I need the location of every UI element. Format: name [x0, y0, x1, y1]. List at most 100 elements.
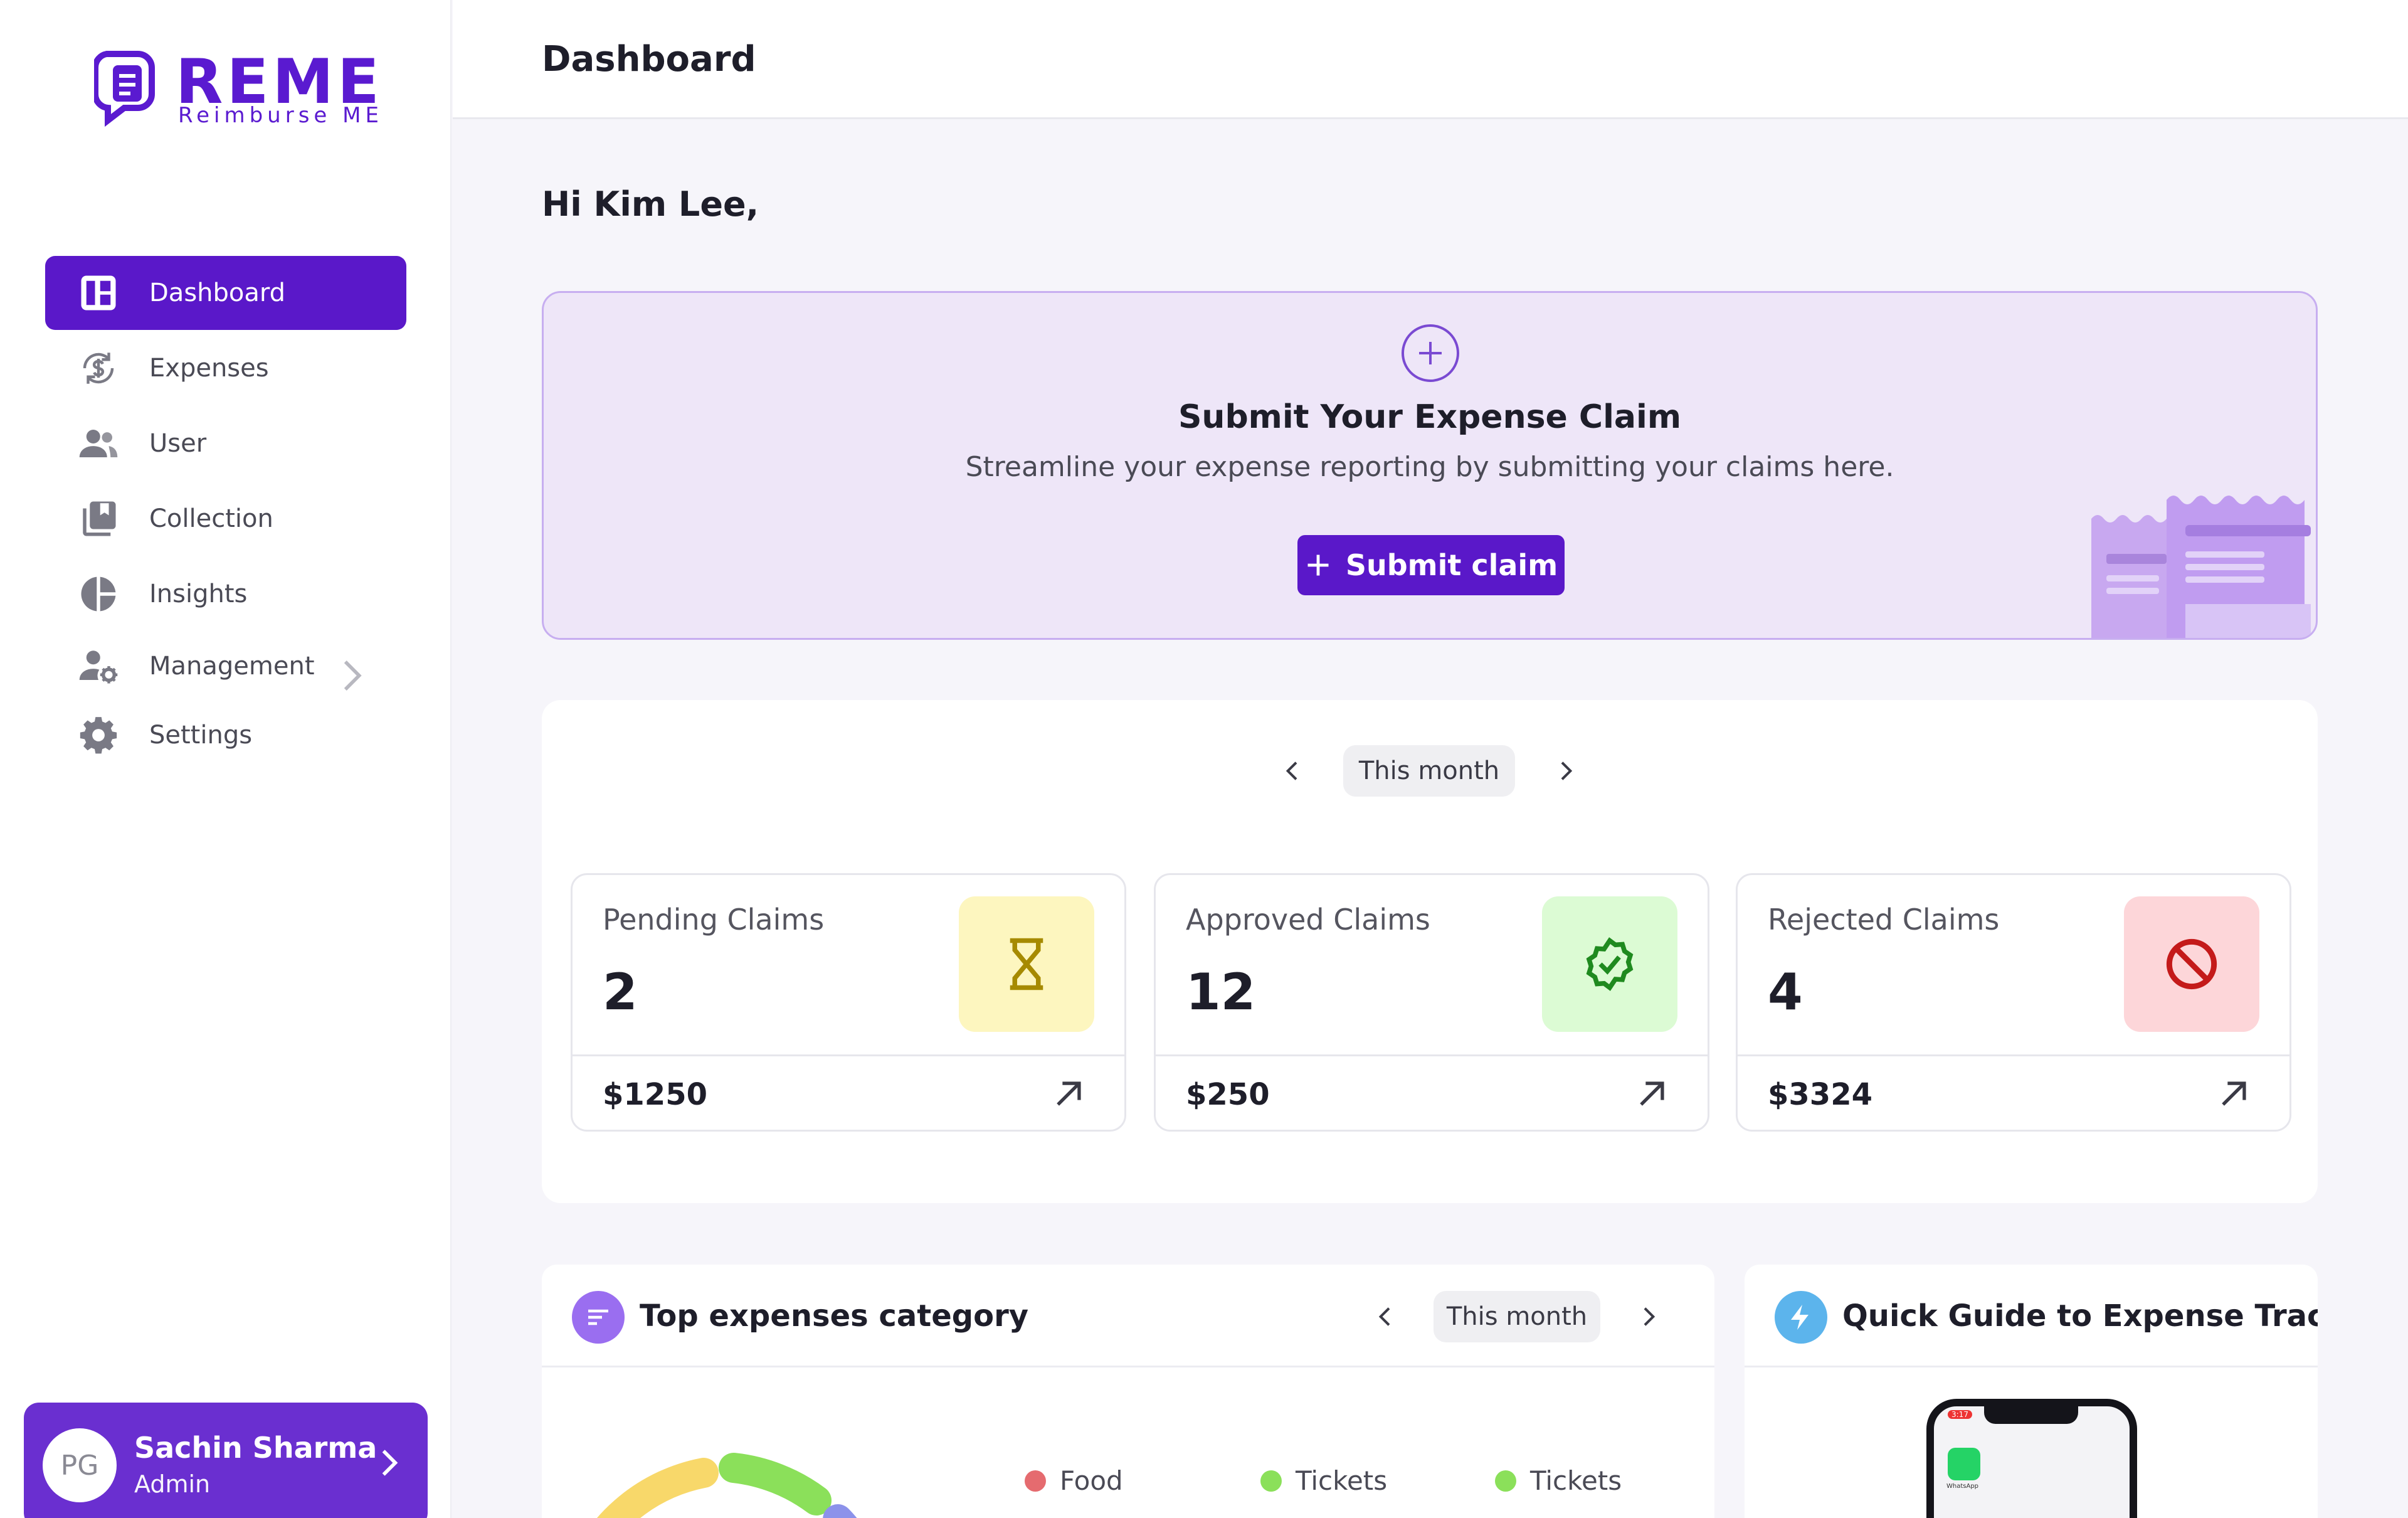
sidebar-item-expenses[interactable]: Expenses: [45, 331, 406, 405]
card-count: 2: [603, 963, 638, 1021]
chevron-right-icon[interactable]: [1635, 1304, 1661, 1329]
donut-segment-food: [596, 1458, 719, 1518]
gear-icon: [80, 717, 117, 754]
panel-title: Top expenses category: [640, 1298, 1029, 1334]
claims-summary: This month Pending Claims 2 $1250 Approv…: [542, 700, 2318, 1203]
logo-wordmark: REME: [176, 46, 383, 118]
whatsapp-label: WhatsApp: [1946, 1483, 1979, 1490]
card-icon-tile: [1542, 896, 1677, 1032]
panel-icon: [572, 1291, 625, 1344]
rejected-claims-card[interactable]: Rejected Claims 4 $3324: [1736, 873, 2291, 1132]
donut-segment-tickets: [719, 1453, 832, 1515]
user-gear-icon: [79, 650, 118, 684]
sidebar-item-label: Collection: [149, 504, 273, 533]
banner-subtitle: Streamline your expense reporting by sub…: [965, 451, 1894, 483]
list-icon: [588, 1309, 608, 1325]
sidebar-item-label: User: [149, 429, 207, 458]
card-label: Approved Claims: [1186, 903, 1430, 937]
user-name: Sachin Sharma: [134, 1431, 378, 1465]
divider: [1738, 1054, 2289, 1056]
period-selector: This month: [1281, 745, 1578, 797]
pending-claims-card[interactable]: Pending Claims 2 $1250: [571, 873, 1126, 1132]
submit-claim-button[interactable]: Submit claim: [1297, 535, 1565, 595]
phone-illustration: 3:17 WhatsApp: [1926, 1399, 2137, 1518]
arrow-up-right-icon[interactable]: [1050, 1076, 1087, 1112]
panel-icon: [1775, 1291, 1827, 1344]
top-bar: [453, 0, 2408, 119]
period-selector: This month: [1373, 1291, 1661, 1342]
top-expenses-panel: Top expenses category This month Food Ti…: [542, 1265, 1714, 1518]
banner-title: Submit Your Expense Claim: [1178, 398, 1681, 436]
dashboard-icon: [81, 275, 116, 310]
expense-donut-chart: [596, 1453, 857, 1518]
phone-time: 3:17: [1948, 1410, 1972, 1419]
arrow-up-right-icon[interactable]: [2215, 1076, 2252, 1112]
chevron-right-icon[interactable]: [1553, 758, 1578, 783]
card-icon-tile: [959, 896, 1094, 1032]
approved-claims-card[interactable]: Approved Claims 12 $250: [1154, 873, 1709, 1132]
submit-claim-label: Submit claim: [1345, 548, 1558, 582]
card-amount: $1250: [603, 1077, 707, 1112]
pie-chart-icon: [81, 576, 116, 612]
chevron-left-icon[interactable]: [1373, 1304, 1398, 1329]
page-title: Dashboard: [542, 39, 756, 80]
greeting: Hi Kim Lee,: [542, 184, 759, 224]
sidebar-item-settings[interactable]: Settings: [45, 701, 406, 769]
arrow-up-right-icon[interactable]: [1634, 1076, 1670, 1112]
receipts-illustration: [2091, 496, 2311, 638]
card-icon-tile: [2124, 896, 2259, 1032]
sidebar-item-management[interactable]: Management: [45, 632, 406, 700]
panel-header: Quick Guide to Expense Tracking: [1745, 1265, 2318, 1367]
sidebar-item-label: Dashboard: [149, 279, 286, 307]
chevron-right-icon: [382, 1450, 398, 1476]
legend-dot: [1495, 1470, 1516, 1492]
chevron-left-icon[interactable]: [1281, 758, 1306, 783]
sidebar-item-insights[interactable]: Insights: [45, 557, 406, 631]
plus-icon: [1307, 555, 1329, 576]
phone-notch: [1984, 1405, 2078, 1424]
app-logo[interactable]: REME Reimburse ME: [94, 46, 379, 135]
sidebar-item-dashboard[interactable]: Dashboard: [45, 256, 406, 330]
card-count: 4: [1768, 963, 1803, 1021]
lightning-icon: [1791, 1305, 1809, 1330]
legend-item-food: Food: [1025, 1465, 1123, 1496]
users-icon: [79, 430, 118, 457]
sidebar-item-label: Expenses: [149, 354, 269, 383]
panel-title: Quick Guide to Expense Tracking: [1842, 1298, 2318, 1334]
collection-icon: [83, 501, 116, 536]
panel-header: Top expenses category This month: [542, 1265, 1714, 1367]
period-label[interactable]: This month: [1343, 745, 1515, 797]
card-amount: $3324: [1768, 1077, 1872, 1112]
sidebar-item-user[interactable]: User: [45, 406, 406, 480]
card-amount: $250: [1186, 1077, 1270, 1112]
sidebar-nav: Dashboard Expenses User Collection Insig…: [45, 256, 406, 770]
legend-item-tickets: Tickets: [1260, 1465, 1387, 1496]
hourglass-icon: [1010, 938, 1043, 990]
sidebar: REME Reimburse ME Dashboard Expenses Use…: [0, 0, 452, 1518]
expenses-icon: [83, 353, 114, 384]
period-label[interactable]: This month: [1434, 1291, 1600, 1342]
card-label: Pending Claims: [603, 903, 825, 937]
user-profile-card[interactable]: PG Sachin Sharma Admin: [24, 1403, 428, 1518]
sidebar-item-label: Settings: [149, 721, 253, 750]
legend-dot: [1025, 1470, 1046, 1492]
sidebar-item-label: Management: [149, 652, 315, 681]
logo-tagline: Reimburse ME: [178, 103, 383, 128]
legend-label: Food: [1060, 1465, 1123, 1496]
card-label: Rejected Claims: [1768, 903, 2000, 937]
verified-badge-icon: [1586, 937, 1634, 991]
card-count: 12: [1186, 963, 1256, 1021]
avatar: PG: [43, 1428, 117, 1502]
user-role: Admin: [134, 1470, 211, 1498]
block-icon: [2166, 938, 2217, 990]
legend-dot: [1260, 1470, 1282, 1492]
sidebar-item-collection[interactable]: Collection: [45, 482, 406, 556]
legend-label: Tickets: [1530, 1465, 1622, 1496]
divider: [573, 1054, 1124, 1056]
chevron-right-icon: [344, 661, 362, 691]
whatsapp-icon: [1948, 1448, 1980, 1480]
quick-guide-panel: Quick Guide to Expense Tracking 3:17 Wha…: [1745, 1265, 2318, 1518]
legend-label: Tickets: [1296, 1465, 1388, 1496]
plus-circle-icon: [1402, 324, 1459, 382]
sidebar-item-label: Insights: [149, 580, 248, 608]
